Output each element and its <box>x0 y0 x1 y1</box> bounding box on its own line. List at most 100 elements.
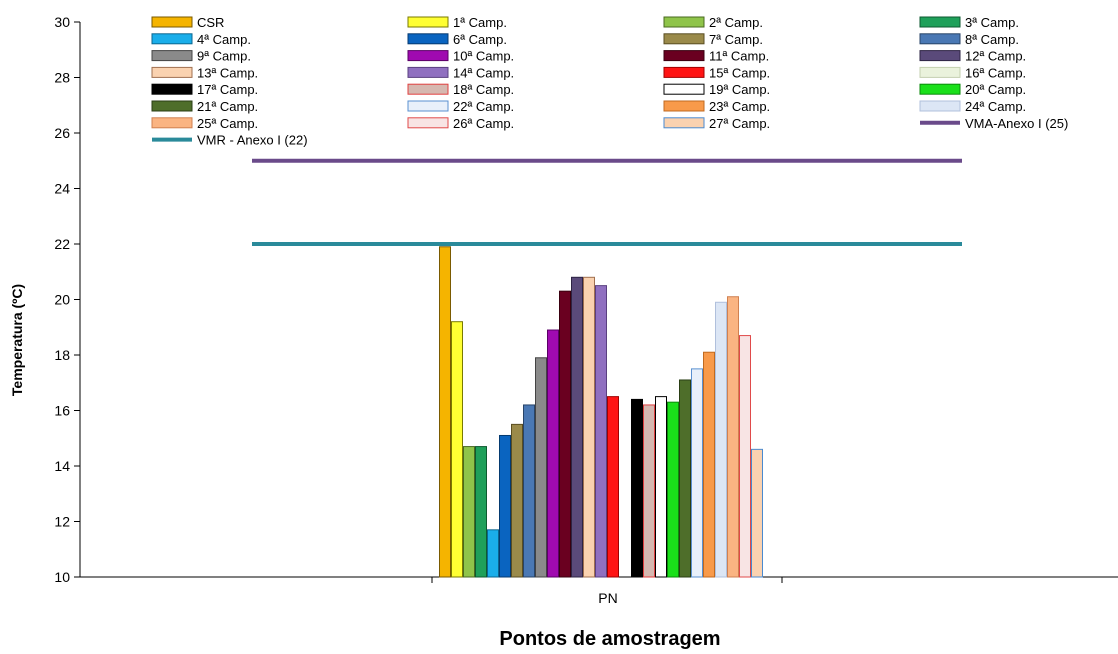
bar <box>751 448 763 578</box>
legend-swatch <box>663 16 705 28</box>
legend-label: 21ª Camp. <box>197 99 258 114</box>
legend-swatch <box>663 66 705 78</box>
legend-swatch <box>663 100 705 112</box>
legend-swatch <box>151 50 193 62</box>
bar <box>487 529 499 578</box>
bar <box>559 290 571 578</box>
legend-label: 4ª Camp. <box>197 32 251 47</box>
bar <box>499 434 511 578</box>
y-tick-label: 22 <box>54 236 70 252</box>
legend-swatch <box>407 16 449 28</box>
legend-label: 16ª Camp. <box>965 65 1026 80</box>
legend-swatch <box>151 100 193 112</box>
legend-swatch <box>919 66 961 78</box>
legend-swatch <box>919 83 961 95</box>
legend-swatch <box>151 66 193 78</box>
y-tick-label: 14 <box>54 458 70 474</box>
y-axis-label: Temperatura (ºC) <box>9 284 25 396</box>
bar <box>475 446 487 578</box>
legend-label: 22ª Camp. <box>453 99 514 114</box>
bar <box>691 368 703 578</box>
legend-label: 25ª Camp. <box>197 116 258 131</box>
y-tick-label: 28 <box>54 70 70 86</box>
y-tick-label: 18 <box>54 347 70 363</box>
bar <box>583 276 595 578</box>
legend-label: 8ª Camp. <box>965 32 1019 47</box>
legend-swatch <box>919 33 961 45</box>
bar <box>511 423 523 578</box>
legend-label: 10ª Camp. <box>453 49 514 64</box>
bar <box>643 404 655 578</box>
legend-swatch <box>663 33 705 45</box>
y-tick-label: 24 <box>54 181 70 197</box>
legend-label: 23ª Camp. <box>709 99 770 114</box>
legend-label: 26ª Camp. <box>453 116 514 131</box>
legend-swatch <box>407 66 449 78</box>
legend-label: 6ª Camp. <box>453 32 507 47</box>
x-category-label: PN <box>598 590 617 606</box>
legend-label: 24ª Camp. <box>965 99 1026 114</box>
y-tick-label: 10 <box>54 569 70 585</box>
y-tick-label: 16 <box>54 403 70 419</box>
bar <box>739 335 751 578</box>
legend-swatch <box>919 50 961 62</box>
legend-swatch <box>407 117 449 129</box>
legend-label: 7ª Camp. <box>709 32 763 47</box>
reference-lines <box>252 158 962 246</box>
bar <box>439 246 451 578</box>
bar <box>547 329 559 578</box>
legend-swatch <box>407 83 449 95</box>
y-tick-label: 26 <box>54 125 70 141</box>
legend-swatch <box>663 117 705 129</box>
legend-label: CSR <box>197 15 224 30</box>
y-tick-label: 12 <box>54 514 70 530</box>
bar <box>655 396 667 578</box>
legend-label: 17ª Camp. <box>197 82 258 97</box>
y-tick-label: 20 <box>54 292 70 308</box>
legend-label: 20ª Camp. <box>965 82 1026 97</box>
legend: CSR 1ª Camp. 2ª Camp. 3ª Camp. 4ª Camp. 6ª Ca… <box>151 15 1068 148</box>
legend-label: VMR - Anexo I (22) <box>197 133 308 148</box>
bar <box>571 276 583 578</box>
legend-label: 3ª Camp. <box>965 15 1019 30</box>
legend-swatch <box>407 100 449 112</box>
bar <box>727 296 739 578</box>
legend-label: 12ª Camp. <box>965 49 1026 64</box>
bar <box>679 379 691 578</box>
legend-swatch <box>151 16 193 28</box>
legend-label: 18ª Camp. <box>453 82 514 97</box>
legend-swatch <box>407 50 449 62</box>
bar <box>703 351 715 578</box>
axes: 10 12 14 16 18 20 22 24 26 28 30 PN <box>54 14 1118 606</box>
legend-swatch <box>151 117 193 129</box>
y-tick-label: 30 <box>54 14 70 30</box>
legend-label: 11ª Camp. <box>709 49 769 64</box>
legend-swatch <box>151 33 193 45</box>
x-axis-label: Pontos de amostragem <box>499 628 720 650</box>
legend-swatch <box>151 83 193 95</box>
legend-swatch <box>663 50 705 62</box>
bars <box>439 246 763 578</box>
bar <box>715 301 727 578</box>
bar <box>451 321 463 578</box>
legend-swatch <box>919 100 961 112</box>
legend-label: 19ª Camp. <box>709 82 770 97</box>
bar <box>523 404 535 578</box>
bar <box>631 398 643 578</box>
legend-swatch <box>919 16 961 28</box>
legend-swatch <box>407 33 449 45</box>
legend-label: 14ª Camp. <box>453 65 514 80</box>
bar <box>535 357 547 578</box>
bar <box>667 401 679 578</box>
bar <box>463 446 475 578</box>
bar <box>595 285 607 578</box>
legend-label: 1ª Camp. <box>453 15 507 30</box>
legend-swatch <box>663 83 705 95</box>
bar <box>607 396 619 578</box>
legend-label: VMA-Anexo I (25) <box>965 116 1068 131</box>
legend-label: 27ª Camp. <box>709 116 770 131</box>
legend-label: 2ª Camp. <box>709 15 763 30</box>
legend-label: 9ª Camp. <box>197 49 251 64</box>
legend-label: 13ª Camp. <box>197 65 258 80</box>
